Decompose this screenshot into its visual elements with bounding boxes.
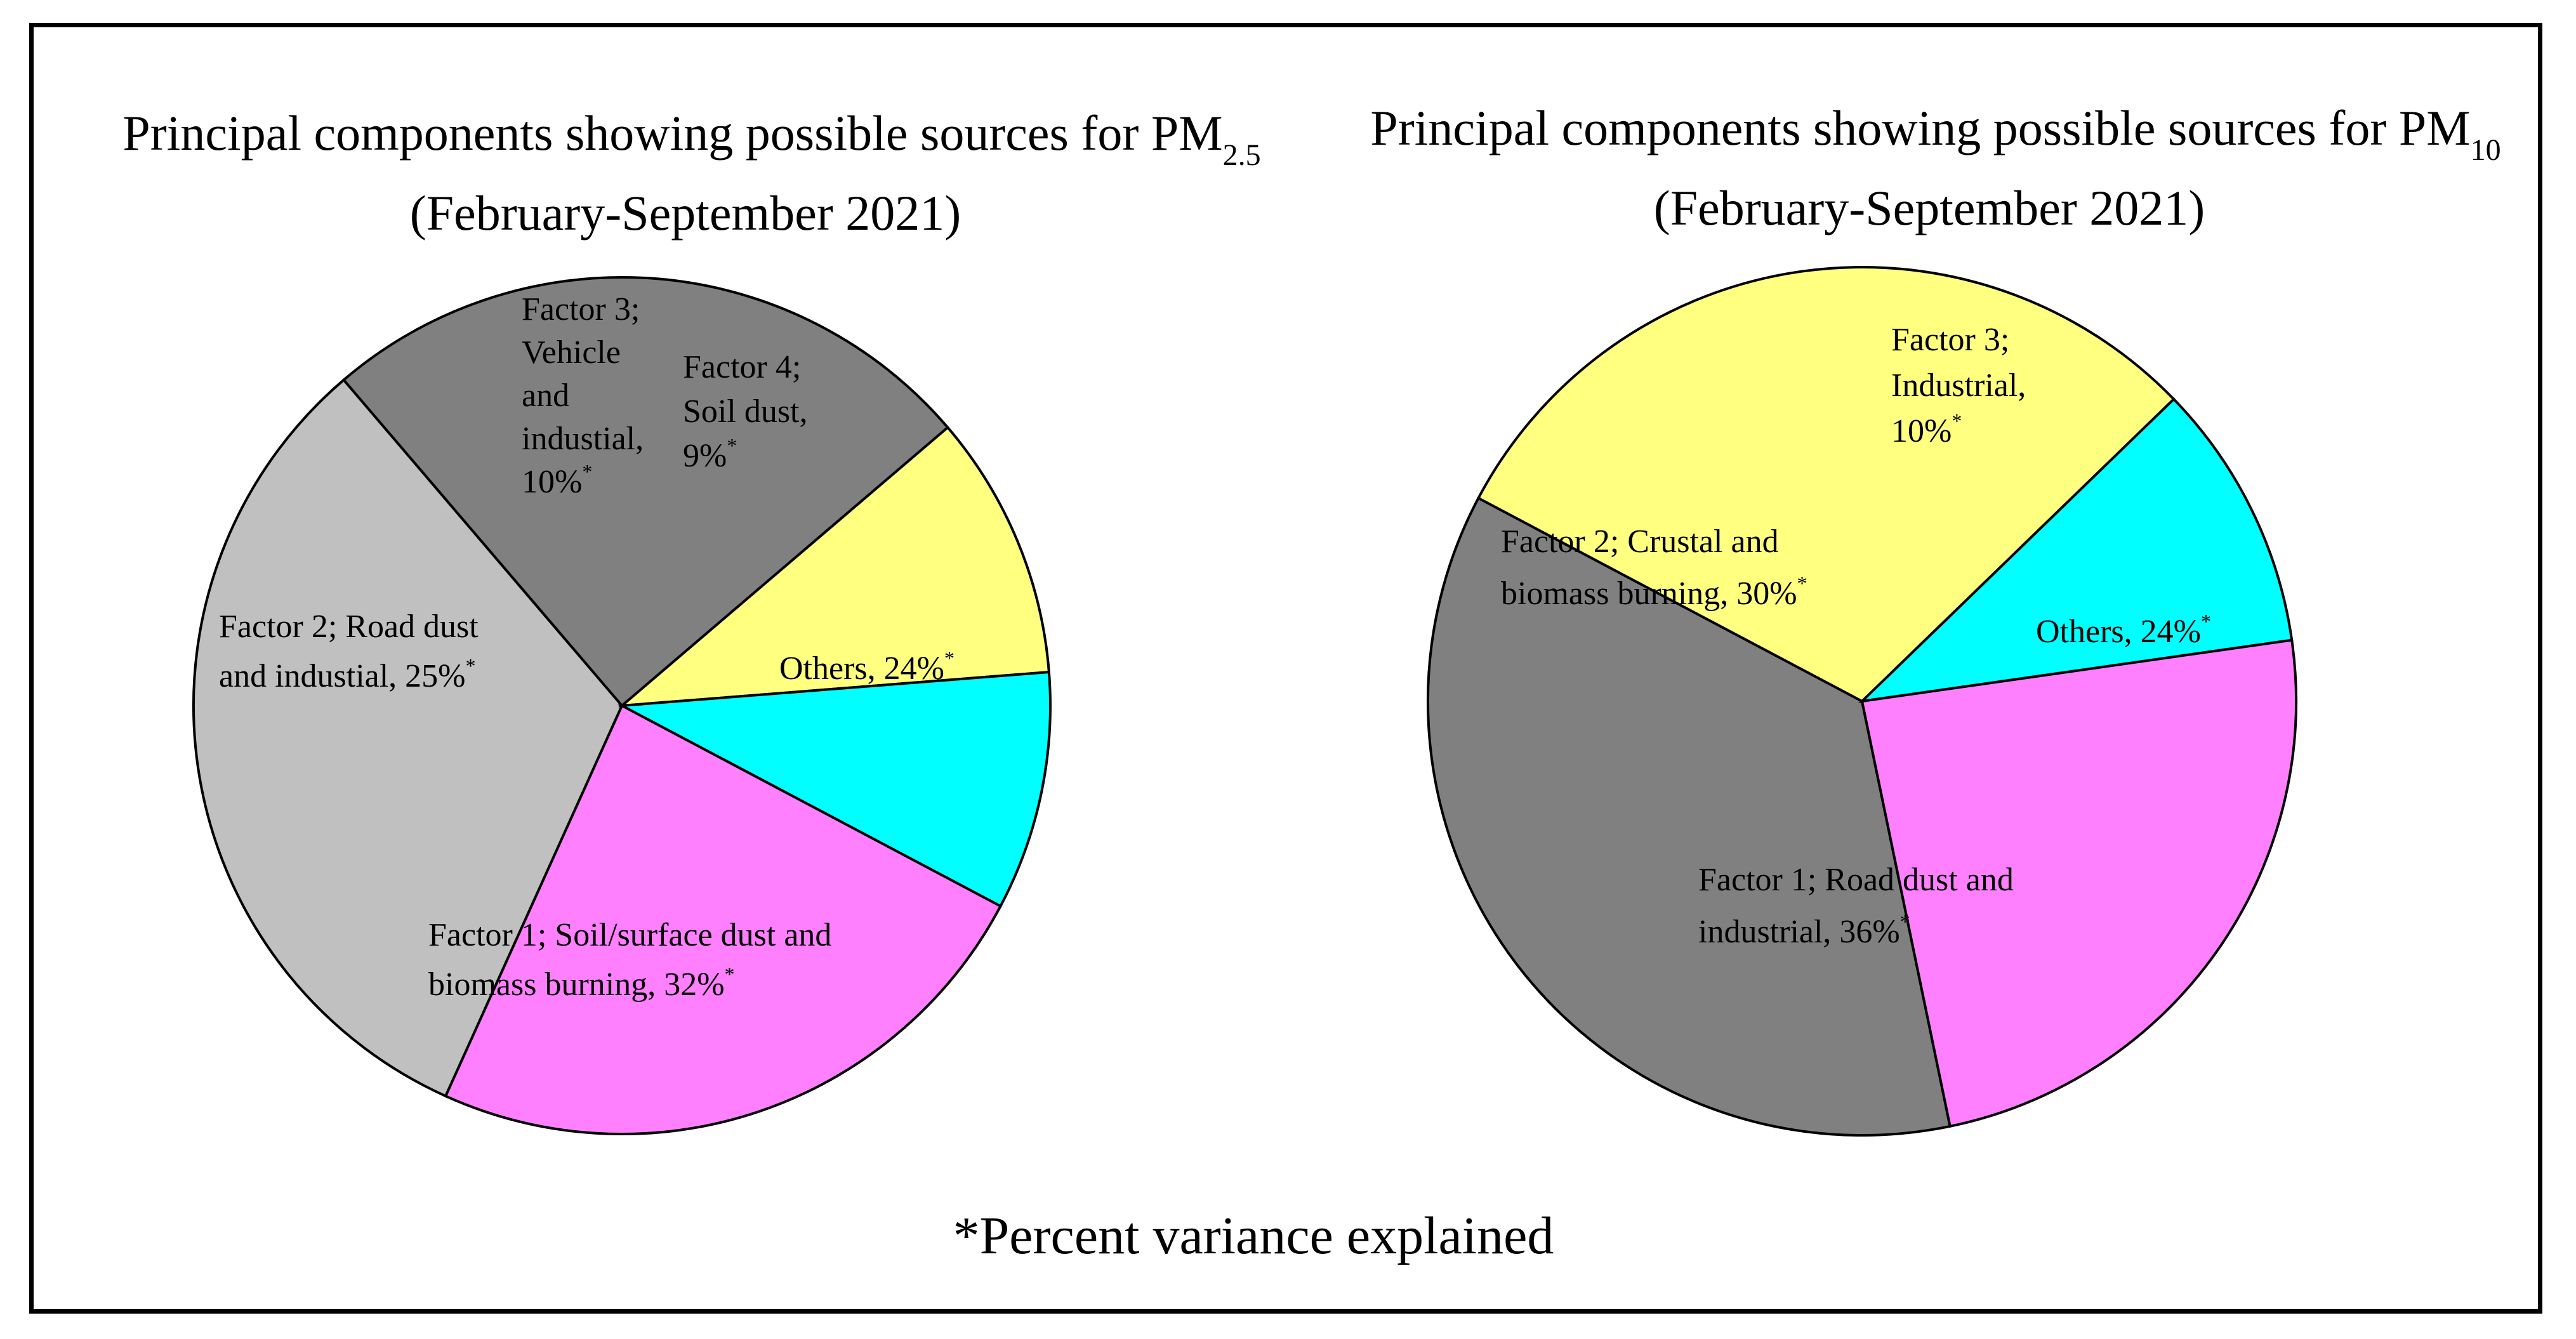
- slice-label-line: Vehicle: [522, 334, 621, 371]
- slice-label-asterisk: *: [582, 460, 592, 483]
- pie-chart-pm25: Principal components showing possible so…: [122, 105, 1261, 1135]
- slice-label-others: Others, 24%*: [2036, 610, 2211, 650]
- chart-title: Principal components showing possible so…: [1370, 100, 2500, 167]
- slice-label-factor-4: Factor 4; Soil dust, 9%*: [683, 349, 808, 474]
- chart-title-text: Principal components showing possible so…: [1370, 100, 2470, 155]
- pie-slice-factor-4: [617, 670, 1052, 908]
- pie-slice-others: [1860, 638, 2297, 1128]
- slice-label-line: biomass burning, 30%: [1501, 576, 1797, 612]
- slice-label-line: industial,: [522, 421, 644, 457]
- pie-chart-pm10: Principal components showing possible so…: [1370, 100, 2501, 1137]
- slice-label-line: Others, 24%: [2036, 614, 2201, 650]
- slice-label-line: industrial, 36%: [1698, 914, 1900, 950]
- chart-subtitle: (February-September 2021): [1654, 180, 2205, 235]
- slice-label-line: 9%: [683, 438, 727, 474]
- slice-label-asterisk: *: [466, 654, 476, 677]
- slice-label-factor-1: Factor 1; Soil/surface dust and biomass b…: [428, 917, 831, 1003]
- slice-label-asterisk: *: [944, 647, 954, 670]
- slice-label-factor-3: Factor 3; Industrial, 10%*: [1891, 322, 2026, 449]
- slice-label-asterisk: *: [1797, 572, 1807, 595]
- footnote: *Percent variance explained: [953, 1206, 1554, 1265]
- chart-title-text: Principal components showing possible so…: [122, 105, 1222, 161]
- pie-slice-factor-2: [341, 275, 950, 708]
- pie-slice-factor-3: [618, 425, 1051, 708]
- slice-label-line: biomass burning, 32%: [428, 966, 725, 1003]
- slice-label-line: Soil dust,: [683, 393, 808, 430]
- slice-label-line: Others, 24%: [779, 650, 944, 687]
- slice-label-line: Factor 3;: [522, 291, 640, 327]
- slice-label-line: and industial, 25%: [219, 658, 466, 694]
- slice-label-asterisk: *: [727, 434, 737, 457]
- slice-label-line: 10%: [1891, 413, 1952, 449]
- slice-label-factor-2: Factor 2; Road dust and industial, 25%*: [219, 609, 479, 694]
- slice-label-asterisk: *: [1900, 910, 1910, 933]
- pie-slice-factor-1: [192, 378, 624, 1098]
- pie-slice-factor-3: [1858, 397, 2294, 703]
- pie-slice-factor-2: [1476, 266, 2176, 703]
- chart-title-subscript: 2.5: [1223, 138, 1261, 172]
- slice-label-line: Factor 1; Road dust and: [1698, 862, 2014, 898]
- chart-subtitle: (February-September 2021): [410, 185, 961, 241]
- slice-label-line: and: [522, 378, 569, 414]
- slice-label-line: Industrial,: [1891, 367, 2026, 404]
- slice-label-line: Factor 4;: [683, 349, 801, 385]
- slice-label-asterisk: *: [725, 963, 735, 986]
- slice-label-factor-2: Factor 2; Crustal and biomass burning, 30…: [1501, 524, 1807, 612]
- slice-label-factor-1: Factor 1; Road dust and industrial, 36%*: [1698, 862, 2014, 950]
- slice-label-line: Factor 1; Soil/surface dust and: [428, 917, 831, 953]
- pie-slice-others: [444, 704, 1003, 1135]
- slice-label-factor-3: Factor 3; Vehicle and industial, 10%*: [522, 291, 644, 500]
- slice-label-line: Factor 3;: [1891, 322, 2009, 358]
- slice-label-asterisk: *: [1952, 409, 1962, 432]
- slice-label-line: Factor 2; Road dust: [219, 609, 479, 645]
- slice-label-line: Factor 2; Crustal and: [1501, 524, 1779, 560]
- chart-title-subscript: 10: [2471, 133, 2501, 167]
- slice-label-others: Others, 24%*: [779, 647, 954, 687]
- slice-label-asterisk: *: [2201, 610, 2211, 633]
- slice-label-line: 10%: [522, 464, 582, 500]
- pie-slice-factor-1: [1426, 496, 1952, 1137]
- chart-title: Principal components showing possible so…: [122, 105, 1260, 172]
